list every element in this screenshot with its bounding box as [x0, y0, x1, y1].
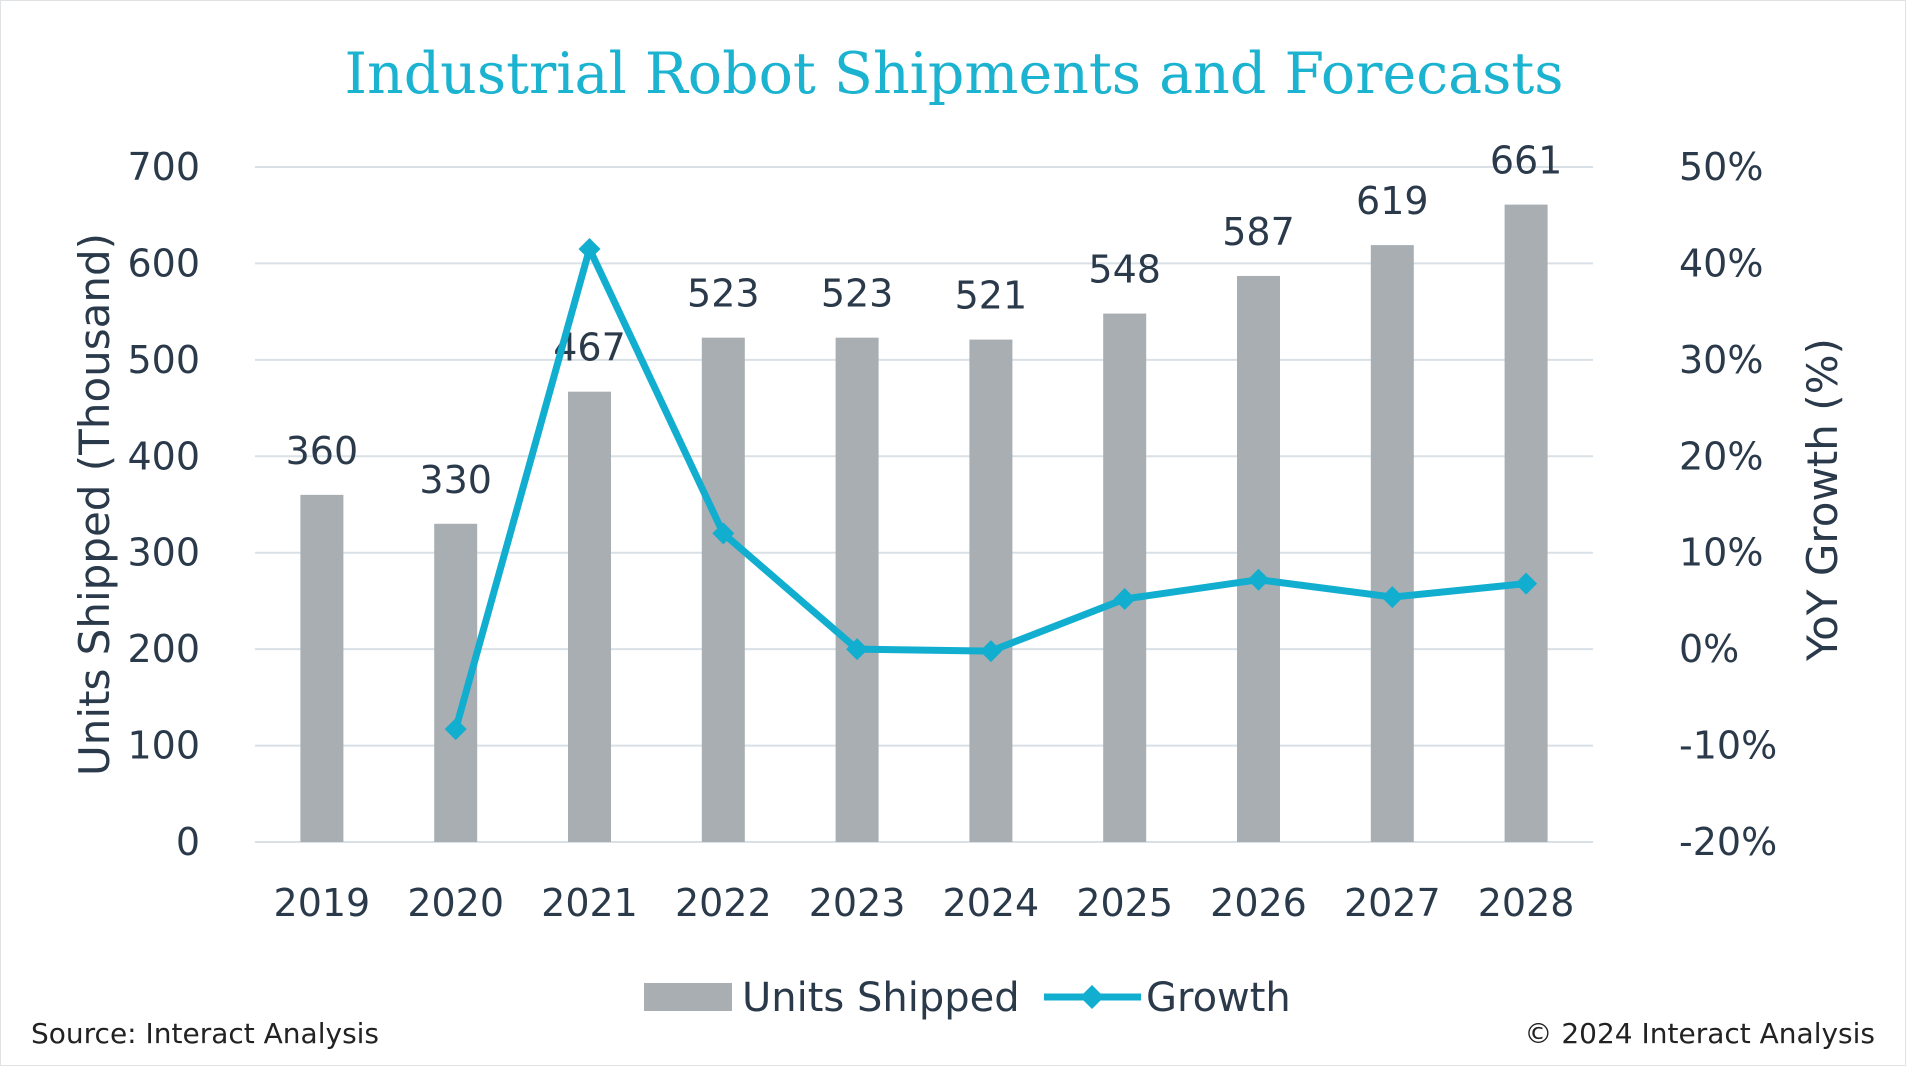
left-axis-ticks: 0 100 200 300 400 500 600 700 — [127, 145, 200, 864]
x-tick-label: 2021 — [541, 881, 638, 925]
x-tick-label: 2026 — [1210, 881, 1307, 925]
y2-tick-label: 10% — [1679, 531, 1763, 575]
y-tick-label: 300 — [127, 531, 200, 575]
legend-label-units-shipped: Units Shipped — [742, 975, 1020, 1021]
growth-marker — [846, 638, 869, 661]
x-tick-label: 2019 — [274, 881, 371, 925]
y2-tick-label: 50% — [1679, 145, 1763, 189]
x-tick-label: 2028 — [1478, 881, 1575, 925]
bar-data-label: 619 — [1356, 179, 1429, 223]
bar — [1370, 245, 1414, 842]
x-tick-label: 2024 — [943, 881, 1040, 925]
y-tick-label: 600 — [127, 241, 200, 285]
bar — [835, 337, 879, 842]
legend-swatch-marker — [1080, 985, 1104, 1009]
x-tick-label: 2027 — [1344, 881, 1441, 925]
growth-marker — [1381, 586, 1404, 609]
y2-axis-label: YoY Growth (%) — [1798, 338, 1847, 662]
growth-series — [444, 237, 1538, 741]
bar-data-label: 523 — [821, 272, 894, 316]
x-tick-label: 2023 — [809, 881, 906, 925]
y2-tick-label: 20% — [1679, 434, 1763, 478]
bar-data-label: 523 — [687, 272, 760, 316]
bar-data-label: 548 — [1088, 248, 1161, 292]
legend-label-growth: Growth — [1146, 975, 1291, 1021]
bar — [701, 337, 745, 842]
x-axis-ticks: 2019 2020 2021 2022 2023 2024 2025 2026 2027 2028 — [274, 881, 1575, 925]
y2-tick-label: -20% — [1679, 820, 1777, 864]
y-tick-label: 0 — [176, 820, 200, 864]
bar — [1504, 204, 1548, 842]
y-tick-label: 400 — [127, 434, 200, 478]
x-tick-label: 2020 — [407, 881, 504, 925]
bar — [1103, 313, 1147, 843]
x-tick-label: 2025 — [1076, 881, 1173, 925]
bar — [969, 339, 1013, 842]
growth-marker — [1247, 568, 1270, 591]
y-tick-label: 500 — [127, 338, 200, 382]
bar-data-label: 587 — [1222, 210, 1295, 254]
legend-swatch-bar — [644, 983, 732, 1011]
bar-series — [300, 204, 1548, 843]
bar-data-label: 360 — [286, 429, 359, 473]
bar — [1237, 275, 1280, 842]
footer-copyright: © 2024 Interact Analysis — [1524, 1017, 1875, 1050]
legend: Units Shipped Growth — [644, 975, 1291, 1021]
footer-source: Source: Interact Analysis — [31, 1017, 379, 1050]
y-tick-label: 100 — [127, 724, 200, 768]
x-tick-label: 2022 — [675, 881, 772, 925]
y2-tick-label: -10% — [1679, 724, 1777, 768]
growth-marker — [979, 640, 1002, 663]
growth-marker — [712, 522, 735, 545]
y-tick-label: 200 — [127, 627, 200, 671]
y2-tick-label: 40% — [1679, 241, 1763, 285]
bar-data-label: 330 — [419, 458, 492, 502]
y2-tick-label: 0% — [1679, 627, 1739, 671]
growth-marker — [1113, 588, 1136, 610]
growth-marker — [444, 718, 467, 741]
chart-title: Industrial Robot Shipments and Forecasts — [344, 41, 1563, 107]
y-axis-label: Units Shipped (Thousand) — [70, 233, 119, 776]
right-axis-ticks: -20% -10% 0% 10% 20% 30% 40% 50% — [1679, 145, 1777, 864]
y2-tick-label: 30% — [1679, 338, 1763, 382]
y-tick-label: 700 — [127, 145, 200, 189]
growth-marker — [1515, 572, 1538, 595]
bar — [568, 391, 611, 842]
bar-data-label: 521 — [955, 274, 1028, 318]
bar-data-label: 661 — [1490, 139, 1563, 183]
growth-marker — [578, 237, 601, 260]
bar — [300, 494, 344, 842]
